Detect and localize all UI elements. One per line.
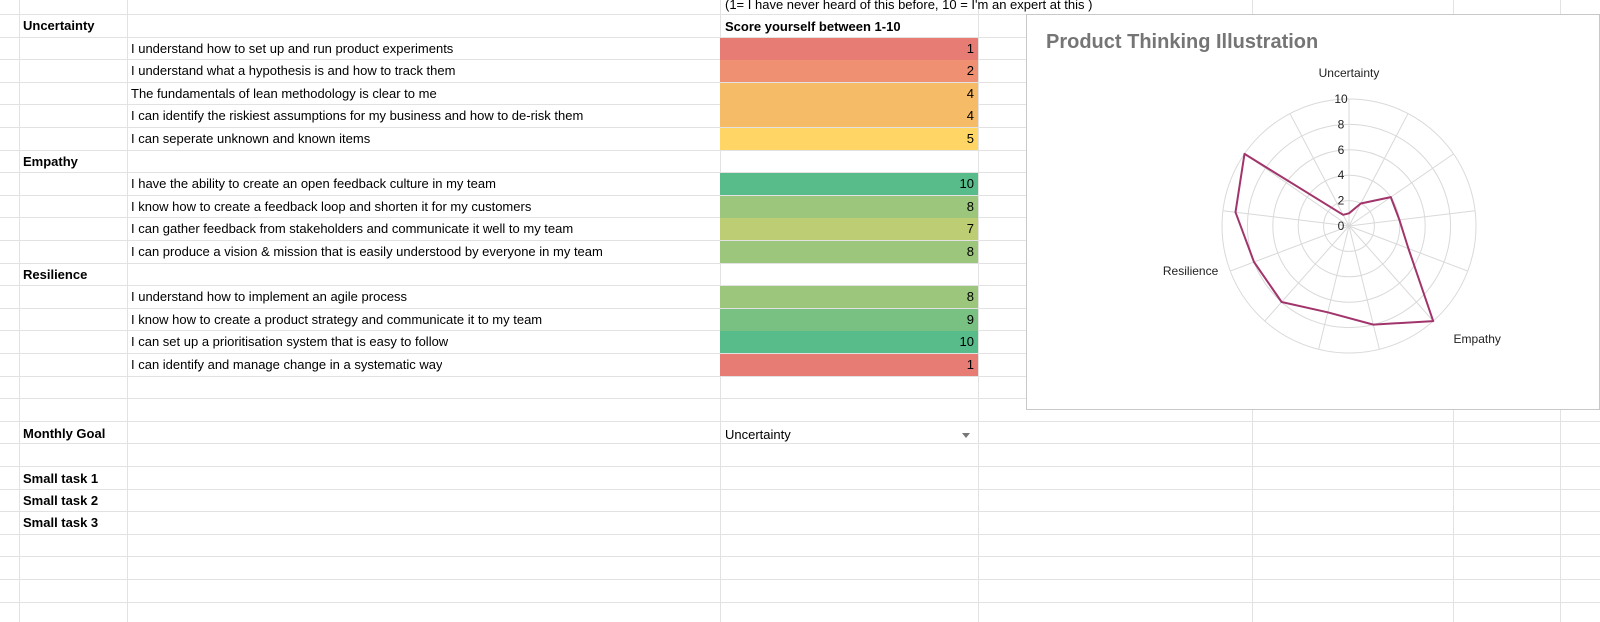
score-value: 8 [966,244,974,259]
score-value: 4 [966,108,974,123]
skill-statement[interactable]: I know how to create a feedback loop and… [131,199,532,214]
radar-chart[interactable]: Product Thinking Illustration 0 2 4 6 8 10 Unc… [1026,14,1600,410]
grid-spoke [1348,225,1380,350]
score-cell[interactable]: 1 [720,354,978,376]
skill-statement[interactable]: I can seperate unknown and known items [131,131,371,146]
score-value: 4 [966,86,974,101]
score-value: 7 [966,221,974,236]
score-value: 8 [966,199,974,214]
score-cell[interactable]: 2 [720,60,978,82]
score-cell[interactable]: 10 [720,331,978,353]
skill-statement[interactable]: I can gather feedback from stakeholders … [131,221,574,236]
axis-label-resilience: Resilience [1163,264,1219,278]
radial-tick-label: 0 [1338,219,1345,233]
monthly-goal-label: Monthly Goal [23,426,106,441]
section-uncertainty: Uncertainty [23,18,95,33]
score-cell[interactable]: 10 [720,173,978,195]
grid-spoke [1348,113,1409,227]
series-line [1234,152,1435,326]
score-cell[interactable]: 8 [720,286,978,308]
score-value: 10 [959,176,974,191]
score-cell[interactable]: 1 [720,38,978,60]
skill-statement[interactable]: I understand how to implement an agile p… [131,289,408,304]
score-value: 1 [966,41,974,56]
radial-tick-label: 8 [1338,117,1345,131]
score-cell[interactable]: 9 [720,309,978,331]
score-cell[interactable]: 4 [720,105,978,127]
dropdown-arrow-icon[interactable] [962,433,970,438]
score-value: 1 [966,357,974,372]
score-cell[interactable]: 4 [720,83,978,105]
grid-spoke [1244,153,1350,227]
small-task-2: Small task 2 [23,493,99,508]
score-instructions: (1= I have never heard of this before, 1… [725,0,1093,12]
section-resilience: Resilience [23,267,88,282]
score-value: 10 [959,334,974,349]
score-value: 9 [966,312,974,327]
skill-statement[interactable]: I know how to create a product strategy … [131,312,543,327]
grid-spoke [1264,225,1350,322]
skill-statement[interactable]: I can identify and manage change in a sy… [131,357,443,372]
score-header: Score yourself between 1-10 [725,19,901,34]
score-value: 5 [966,131,974,146]
radar-plot: 0 2 4 6 8 10 Uncertainty Empathy Resilience [1163,66,1501,354]
score-cell[interactable]: 8 [720,241,978,263]
score-value: 2 [966,63,974,78]
small-task-1: Small task 1 [23,471,99,486]
axis-label-uncertainty: Uncertainty [1319,66,1380,80]
small-task-3: Small task 3 [23,515,99,530]
radial-tick-label: 2 [1338,194,1345,208]
grid-spoke [1348,153,1454,227]
chart-title: Product Thinking Illustration [1046,31,1319,53]
skill-statement[interactable]: The fundamentals of lean methodology is … [131,86,437,101]
score-value: 8 [966,289,974,304]
skill-statement[interactable]: I can produce a vision & mission that is… [131,244,603,259]
skill-statement[interactable]: I understand how to set up and run produ… [131,41,454,56]
skill-statement[interactable]: I can identify the riskiest assumptions … [131,108,584,123]
grid-spoke [1318,225,1350,350]
score-cell[interactable]: 5 [720,128,978,150]
axis-label-empathy: Empathy [1454,332,1501,346]
score-cell[interactable]: 8 [720,196,978,218]
skill-statement[interactable]: I can set up a prioritisation system tha… [131,334,449,349]
grid-spoke [1230,225,1350,272]
radial-tick-label: 6 [1338,143,1345,157]
grid-spoke [1348,210,1476,227]
radial-tick-label: 4 [1338,168,1345,182]
skill-statement[interactable]: I have the ability to create an open fee… [131,176,496,191]
radial-tick-label: 10 [1334,92,1348,106]
monthly-goal-dropdown[interactable]: Uncertainty [720,424,978,446]
score-cell[interactable]: 7 [720,218,978,240]
skill-statement[interactable]: I understand what a hypothesis is and ho… [131,63,456,78]
grid-spoke [1289,113,1350,227]
grid-spoke [1222,210,1350,227]
grid-spoke [1348,225,1434,322]
section-empathy: Empathy [23,154,78,169]
monthly-goal-value: Uncertainty [725,427,791,442]
